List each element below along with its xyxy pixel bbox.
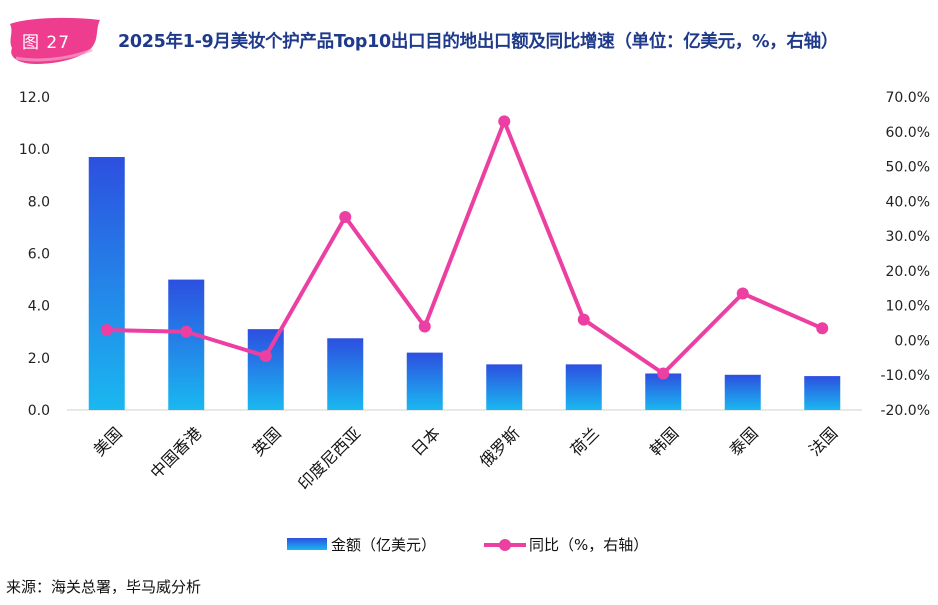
y-left-tick-label: 6.0 [28, 247, 50, 263]
figure-label: 图 27 [22, 33, 71, 53]
x-tick-label: 印度尼西亚 [294, 424, 364, 494]
y-left-tick-label: 12.0 [19, 90, 50, 106]
line-point [180, 325, 193, 338]
x-tick-label: 法国 [805, 424, 841, 460]
legend-bar-swatch [287, 538, 327, 550]
bar [327, 338, 364, 410]
bar [406, 352, 443, 410]
x-tick-label: 日本 [408, 424, 444, 460]
bar [804, 376, 841, 410]
y-left-tick-label: 8.0 [28, 194, 50, 210]
line-point [657, 367, 670, 380]
badge-brush-shape [10, 17, 100, 64]
bar [486, 364, 523, 410]
bar [247, 329, 284, 410]
line-point [100, 324, 113, 337]
y-right-tick-label: 20.0% [886, 264, 930, 280]
x-tick-label: 英国 [249, 424, 285, 460]
y-left-tick-label: 2.0 [28, 351, 50, 367]
x-tick-label: 泰国 [726, 424, 762, 460]
combo-chart: 0.0 2.0 4.0 6.0 8.0 10.0 12.0 -20.0% -10.0% 0.0% 1… [19, 90, 930, 554]
y-left-tick-label: 10.0 [19, 142, 50, 158]
legend-label-bar: 金额（亿美元） [331, 536, 436, 554]
line-point [577, 313, 590, 326]
legend-label-line: 同比（%，右轴） [529, 536, 648, 554]
y-right-tick-label: 10.0% [886, 299, 930, 315]
y-right-tick-label: 60.0% [886, 125, 930, 141]
x-tick-label: 美国 [90, 424, 126, 460]
chart-title: 2025年1-9月美妆个护产品Top10出口目的地出口额及同比增速（单位：亿美元… [118, 32, 839, 52]
line-point [418, 320, 431, 333]
bar [168, 279, 205, 410]
bar [565, 364, 602, 410]
line-point [816, 322, 829, 335]
legend-line-marker [499, 539, 511, 551]
bar [88, 156, 125, 410]
line-point [736, 287, 749, 300]
y-right-tick-label: 40.0% [886, 194, 930, 210]
figure-badge [10, 17, 100, 64]
y-right-tick-label: 70.0% [886, 90, 930, 106]
x-tick-label: 荷兰 [567, 424, 603, 460]
y-right-tick-label: 50.0% [886, 160, 930, 176]
line-point [339, 210, 352, 223]
bar [645, 373, 682, 410]
y-left-tick-label: 0.0 [28, 403, 50, 419]
bar [724, 374, 761, 410]
badge-brush-highlight [15, 48, 93, 62]
y-right-tick-label: -20.0% [880, 403, 930, 419]
line-series [106, 119, 824, 376]
y-left-tick-label: 4.0 [28, 299, 50, 315]
source-note: 来源：海关总署，毕马威分析 [6, 578, 202, 596]
line-point [498, 115, 511, 128]
y-right-tick-label: 30.0% [886, 229, 930, 245]
x-tick-label: 韩国 [646, 424, 682, 460]
x-tick-label: 中国香港 [147, 424, 206, 483]
x-tick-label: 俄罗斯 [476, 424, 523, 471]
y-right-tick-label: -10.0% [880, 368, 930, 384]
y-right-tick-label: 0.0% [894, 333, 930, 349]
line-point [259, 350, 272, 363]
